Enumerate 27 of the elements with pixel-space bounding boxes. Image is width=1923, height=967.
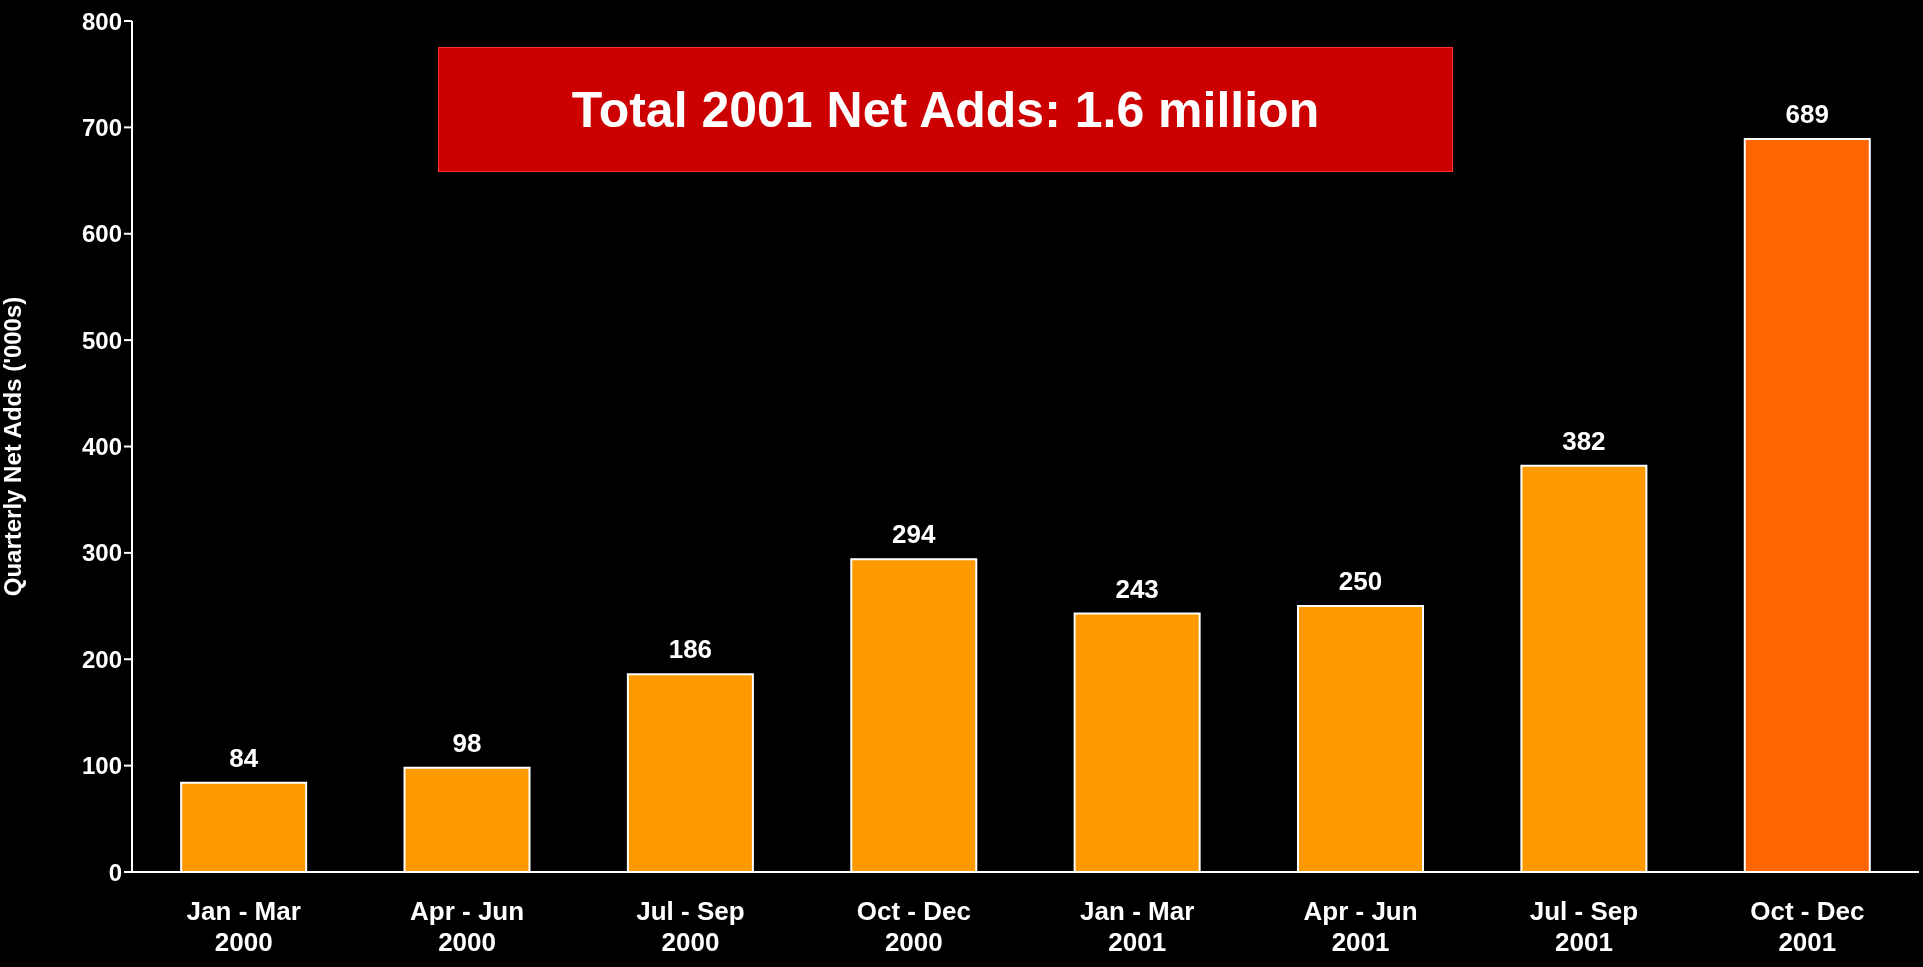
x-tick-label: Jan - Mar 2001 bbox=[1080, 896, 1195, 957]
annotation: Total 2001 Net Adds: 1.6 million bbox=[571, 80, 1320, 139]
y-tick-label: 0 bbox=[108, 858, 122, 886]
data-label: 250 bbox=[1338, 566, 1383, 597]
y-tick-label: 300 bbox=[81, 539, 122, 567]
x-tick-label: Apr - Jun 2000 bbox=[410, 896, 525, 957]
x-tick-label: Jan - Mar 2000 bbox=[186, 896, 301, 957]
data-label: 689 bbox=[1785, 99, 1829, 130]
y-tick-label: 400 bbox=[81, 433, 122, 461]
y-axis-title: Quarterly Net Adds ('000s) bbox=[0, 296, 26, 597]
x-tick-label: Oct - Dec 2001 bbox=[1750, 896, 1865, 957]
y-tick-label: 700 bbox=[81, 113, 122, 141]
x-tick-label: Jul - Sep 2000 bbox=[636, 896, 745, 957]
data-label: 382 bbox=[1562, 425, 1606, 456]
data-label: 98 bbox=[452, 727, 482, 758]
x-tick-label: Oct - Dec 2000 bbox=[856, 896, 971, 957]
x-tick-label: Jul - Sep 2001 bbox=[1529, 896, 1639, 957]
data-label: 294 bbox=[892, 519, 936, 550]
y-tick-label: 600 bbox=[81, 220, 122, 248]
x-tick-label: Apr - Jun 2001 bbox=[1303, 896, 1418, 957]
data-label: 186 bbox=[668, 634, 713, 665]
y-tick-label: 200 bbox=[81, 645, 122, 673]
data-label: 84 bbox=[229, 742, 259, 773]
y-tick-label: 800 bbox=[81, 7, 122, 35]
y-tick-label: 100 bbox=[81, 752, 122, 780]
y-tick-label: 500 bbox=[81, 326, 122, 354]
data-label: 243 bbox=[1115, 573, 1159, 604]
